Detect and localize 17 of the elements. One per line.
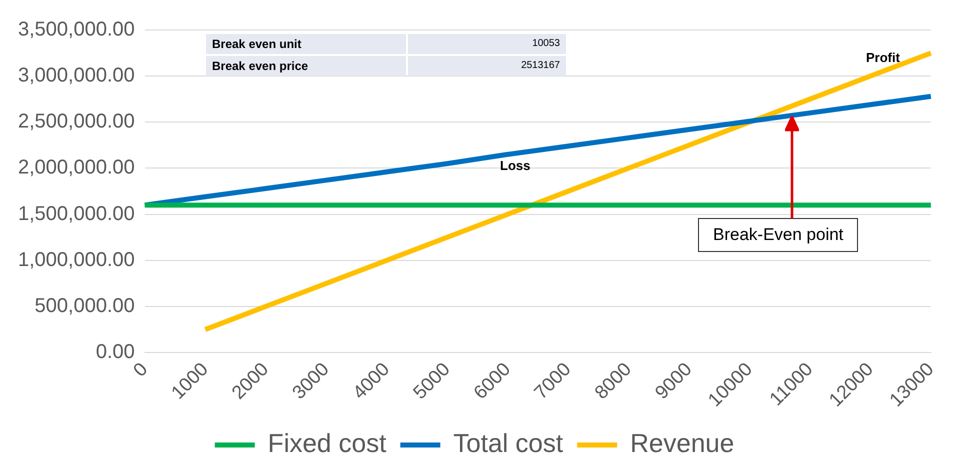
annotation: Break even unit <box>206 34 406 54</box>
annotation: Loss <box>500 158 530 173</box>
y-tick-label: 2,500,000.00 <box>18 110 135 133</box>
y-tick-label: 3,000,000.00 <box>18 64 135 87</box>
annotation: Profit <box>866 50 900 65</box>
legend-label: Fixed cost <box>268 428 388 458</box>
y-tick-label: 1,000,000.00 <box>18 248 135 271</box>
legend-label: Total cost <box>453 428 564 458</box>
annotation: 2513167 <box>408 56 566 76</box>
annotation: 10053 <box>408 34 566 54</box>
y-tick-label: 500,000.00 <box>34 294 135 317</box>
legend-label: Revenue <box>630 428 734 458</box>
y-tick-label: 1,500,000.00 <box>18 202 135 225</box>
annotation: Break even price <box>206 56 406 76</box>
y-tick-label: 3,500,000.00 <box>18 18 135 41</box>
y-tick-label: 2,000,000.00 <box>18 156 135 179</box>
annotation: Break-Even point <box>698 218 858 252</box>
